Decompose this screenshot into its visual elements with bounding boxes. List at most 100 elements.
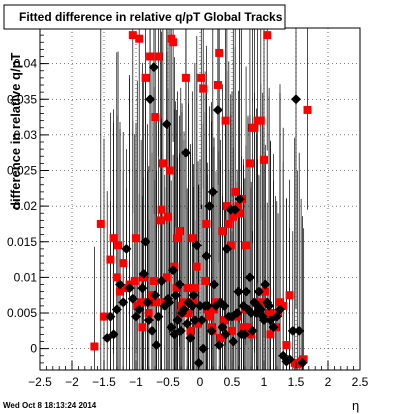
data-point-square	[199, 84, 208, 93]
x-tick-label: −1	[129, 375, 143, 389]
data-point-square	[222, 202, 231, 211]
x-tick-label: 2.5	[352, 375, 369, 389]
data-point-diamond	[156, 275, 167, 286]
data-point-square	[144, 309, 153, 317]
data-point-square	[138, 323, 147, 332]
data-point-diamond	[246, 308, 257, 318]
data-point-square	[256, 116, 265, 125]
data-point-diamond	[147, 325, 157, 336]
data-point-square	[303, 105, 312, 114]
data-point-square	[186, 326, 195, 335]
data-point-square	[183, 284, 192, 293]
data-point-diamond	[111, 304, 122, 315]
data-point-square	[216, 333, 225, 342]
data-point-diamond	[108, 329, 119, 340]
data-point-diamond	[148, 62, 159, 73]
x-tick-label: 2	[325, 375, 332, 389]
data-point-square	[201, 276, 210, 285]
data-point-square	[282, 341, 291, 350]
data-point-square	[106, 255, 115, 264]
data-point-diamond	[294, 325, 305, 336]
y-tick-label: 0.03	[14, 128, 38, 142]
data-point-square	[132, 234, 140, 243]
data-point-diamond	[259, 315, 269, 326]
data-point-diamond	[131, 311, 141, 322]
x-tick-label: −2	[65, 375, 79, 389]
x-tick-label: 0	[197, 375, 204, 389]
x-tick-label: −0.5	[156, 375, 180, 389]
data-point-square	[154, 52, 163, 61]
x-tick-label: 0.5	[224, 375, 241, 389]
data-point-square	[156, 216, 165, 225]
y-tick-label: 0.035	[7, 92, 37, 106]
y-tick-label: 0.04	[14, 57, 38, 71]
data-point-square	[100, 312, 108, 321]
data-point-diamond	[264, 300, 275, 311]
data-point-diamond	[247, 325, 258, 336]
data-point-diamond	[233, 286, 244, 297]
data-point-diamond	[115, 279, 125, 290]
data-point-diamond	[182, 318, 193, 329]
data-point-square	[213, 81, 222, 89]
data-point-diamond	[185, 332, 196, 343]
data-point-diamond	[188, 290, 199, 301]
data-point-square	[152, 298, 161, 307]
data-point-square	[169, 38, 178, 47]
data-point-square	[149, 276, 158, 285]
data-point-square	[226, 241, 235, 250]
data-point-square	[221, 116, 230, 125]
data-point-diamond	[291, 94, 301, 105]
data-point-square	[188, 234, 197, 243]
data-point-square	[141, 73, 150, 82]
data-point-diamond	[150, 290, 161, 301]
data-point-diamond	[151, 340, 162, 351]
axis-ticks: −2.5 −2 −1.5 −1 −0.5 0 0.5 1 1.5 2 2.5 0 0.005 0.01 0.…	[7, 34, 369, 389]
data-point-diamond	[204, 201, 215, 212]
data-point-square	[224, 219, 233, 228]
data-point-square	[263, 31, 272, 40]
data-point-diamond	[196, 315, 207, 326]
data-point-diamond	[198, 343, 209, 354]
data-point-diamond	[105, 311, 116, 322]
data-point-diamond	[234, 194, 245, 204]
data-point-square	[205, 312, 214, 321]
data-point-diamond	[284, 354, 295, 365]
data-point-square	[250, 123, 259, 132]
data-point-diamond	[255, 304, 266, 315]
y-tick-label: 0.01	[14, 270, 38, 284]
data-point-square	[114, 241, 123, 250]
y-axis-label: difference in relative q/pT	[8, 52, 23, 210]
y-tick-label: 0.015	[7, 235, 37, 249]
x-tick-label: 1	[261, 375, 268, 389]
data-point-square	[261, 287, 270, 296]
data-point-square	[231, 187, 240, 196]
data-point-diamond	[175, 325, 186, 336]
data-point-diamond	[268, 322, 279, 333]
data-point-diamond	[217, 322, 228, 333]
data-point-diamond	[140, 236, 151, 247]
data-point-diamond	[201, 251, 212, 261]
data-point-square	[96, 219, 105, 228]
data-point-diamond	[191, 240, 202, 251]
data-point-diamond	[174, 279, 185, 290]
y-tick-label: 0.025	[7, 164, 37, 178]
data-point-diamond	[170, 290, 181, 301]
data-point-square	[192, 262, 201, 271]
data-point-diamond	[143, 315, 154, 326]
data-point-square	[235, 209, 244, 218]
data-point-diamond	[187, 300, 198, 311]
data-point-diamond	[124, 283, 135, 294]
data-point-square	[175, 227, 184, 236]
data-point-square	[210, 305, 219, 314]
data-point-diamond	[153, 311, 164, 322]
data-point-square	[172, 284, 181, 293]
y-tick-label: 0.02	[14, 199, 38, 213]
data-point-square	[239, 323, 248, 332]
data-point-square	[190, 284, 199, 293]
data-point-square	[244, 323, 252, 332]
title-box	[3, 4, 286, 30]
data-point-diamond	[241, 286, 252, 297]
data-point-diamond	[118, 297, 129, 308]
data-point-square	[234, 202, 243, 211]
